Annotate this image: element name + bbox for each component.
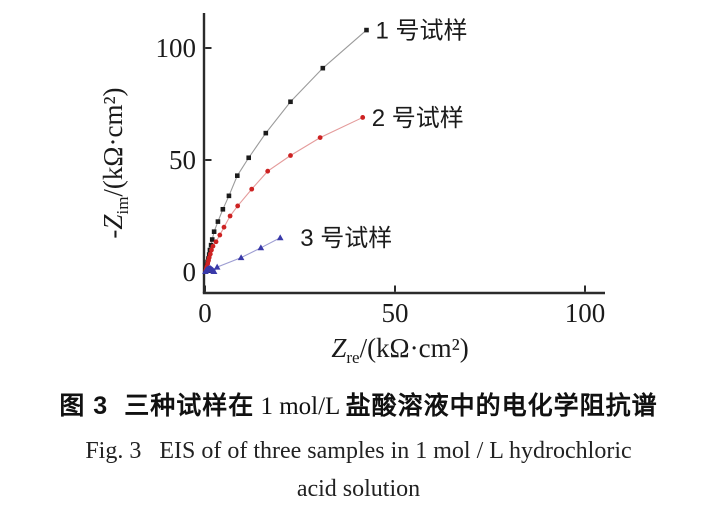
series-2-label: 2 号试样: [372, 105, 464, 132]
series-2-marker: [317, 135, 323, 141]
series-3-marker: [276, 234, 284, 241]
x-tick-label: 0: [198, 298, 212, 328]
caption-concentration: 1 mol/L: [254, 393, 346, 420]
series-3-label: 3 号试样: [300, 225, 392, 252]
series-1-label: 1 号试样: [376, 18, 468, 45]
series-2-marker: [209, 247, 214, 253]
series-1-marker: [288, 99, 293, 105]
x-tick-label: 50: [382, 298, 409, 328]
series-2-marker: [265, 168, 271, 174]
series-1-marker: [209, 237, 215, 242]
series-1-marker: [215, 219, 221, 224]
series-3-marker: [257, 244, 265, 251]
caption-english-line1: Fig. 3 EIS of of three samples in 1 mol …: [85, 438, 632, 464]
series-1-marker: [235, 173, 240, 178]
series-1-marker: [226, 193, 232, 199]
y-tick-label: 100: [156, 33, 197, 63]
series-3-marker: [210, 268, 218, 275]
y-axis-label: -Zim/(kΩ·cm²): [98, 87, 132, 238]
caption-english-line2: acid solution: [296, 476, 421, 502]
series-labels: 1 号试样 2 号试样 3 号试样: [300, 18, 467, 253]
y-tick-label: 0: [183, 257, 197, 287]
caption-cn-text-2: 盐酸溶液中的电化学阻抗谱: [345, 392, 658, 420]
series-2-marker: [213, 239, 219, 245]
caption-chinese: 图 3 三种试样在 1 mol/L 盐酸溶液中的电化学阻抗谱: [0, 386, 717, 422]
series-2-marker: [227, 213, 233, 219]
series-1-marker: [220, 206, 226, 212]
caption-figure-number: 图 3: [59, 392, 109, 420]
series-2-marker: [235, 203, 241, 209]
series-1-marker: [320, 65, 326, 71]
series-2-marker: [360, 115, 366, 120]
series-1-marker: [263, 130, 269, 136]
series-2-marker: [210, 243, 216, 249]
series-2-marker: [288, 153, 293, 158]
eis-chart: 0 50 100 0 50 100 1 号试样 2 号试样 3 号试样 Zre/(kΩ·cm²…: [98, 13, 606, 367]
x-tick-label: 100: [565, 298, 606, 328]
y-tick-label: 50: [169, 145, 196, 175]
series-2-marker: [249, 186, 255, 192]
series-1-marker: [211, 229, 217, 234]
series-3-marker: [237, 254, 245, 261]
series-2-marker: [221, 224, 227, 230]
series-2-marker: [207, 251, 213, 257]
series-3-marker: [213, 263, 221, 270]
x-axis-label: Zre/(kΩ·cm²): [331, 333, 468, 367]
caption-cn-text-1: 三种试样在: [124, 392, 255, 420]
series-1-marker: [364, 27, 369, 33]
series-1-marker: [246, 155, 251, 161]
data-series: [202, 27, 369, 275]
series-2-marker: [217, 232, 223, 238]
axis-ticks: 0 50 100 0 50 100: [156, 33, 606, 328]
